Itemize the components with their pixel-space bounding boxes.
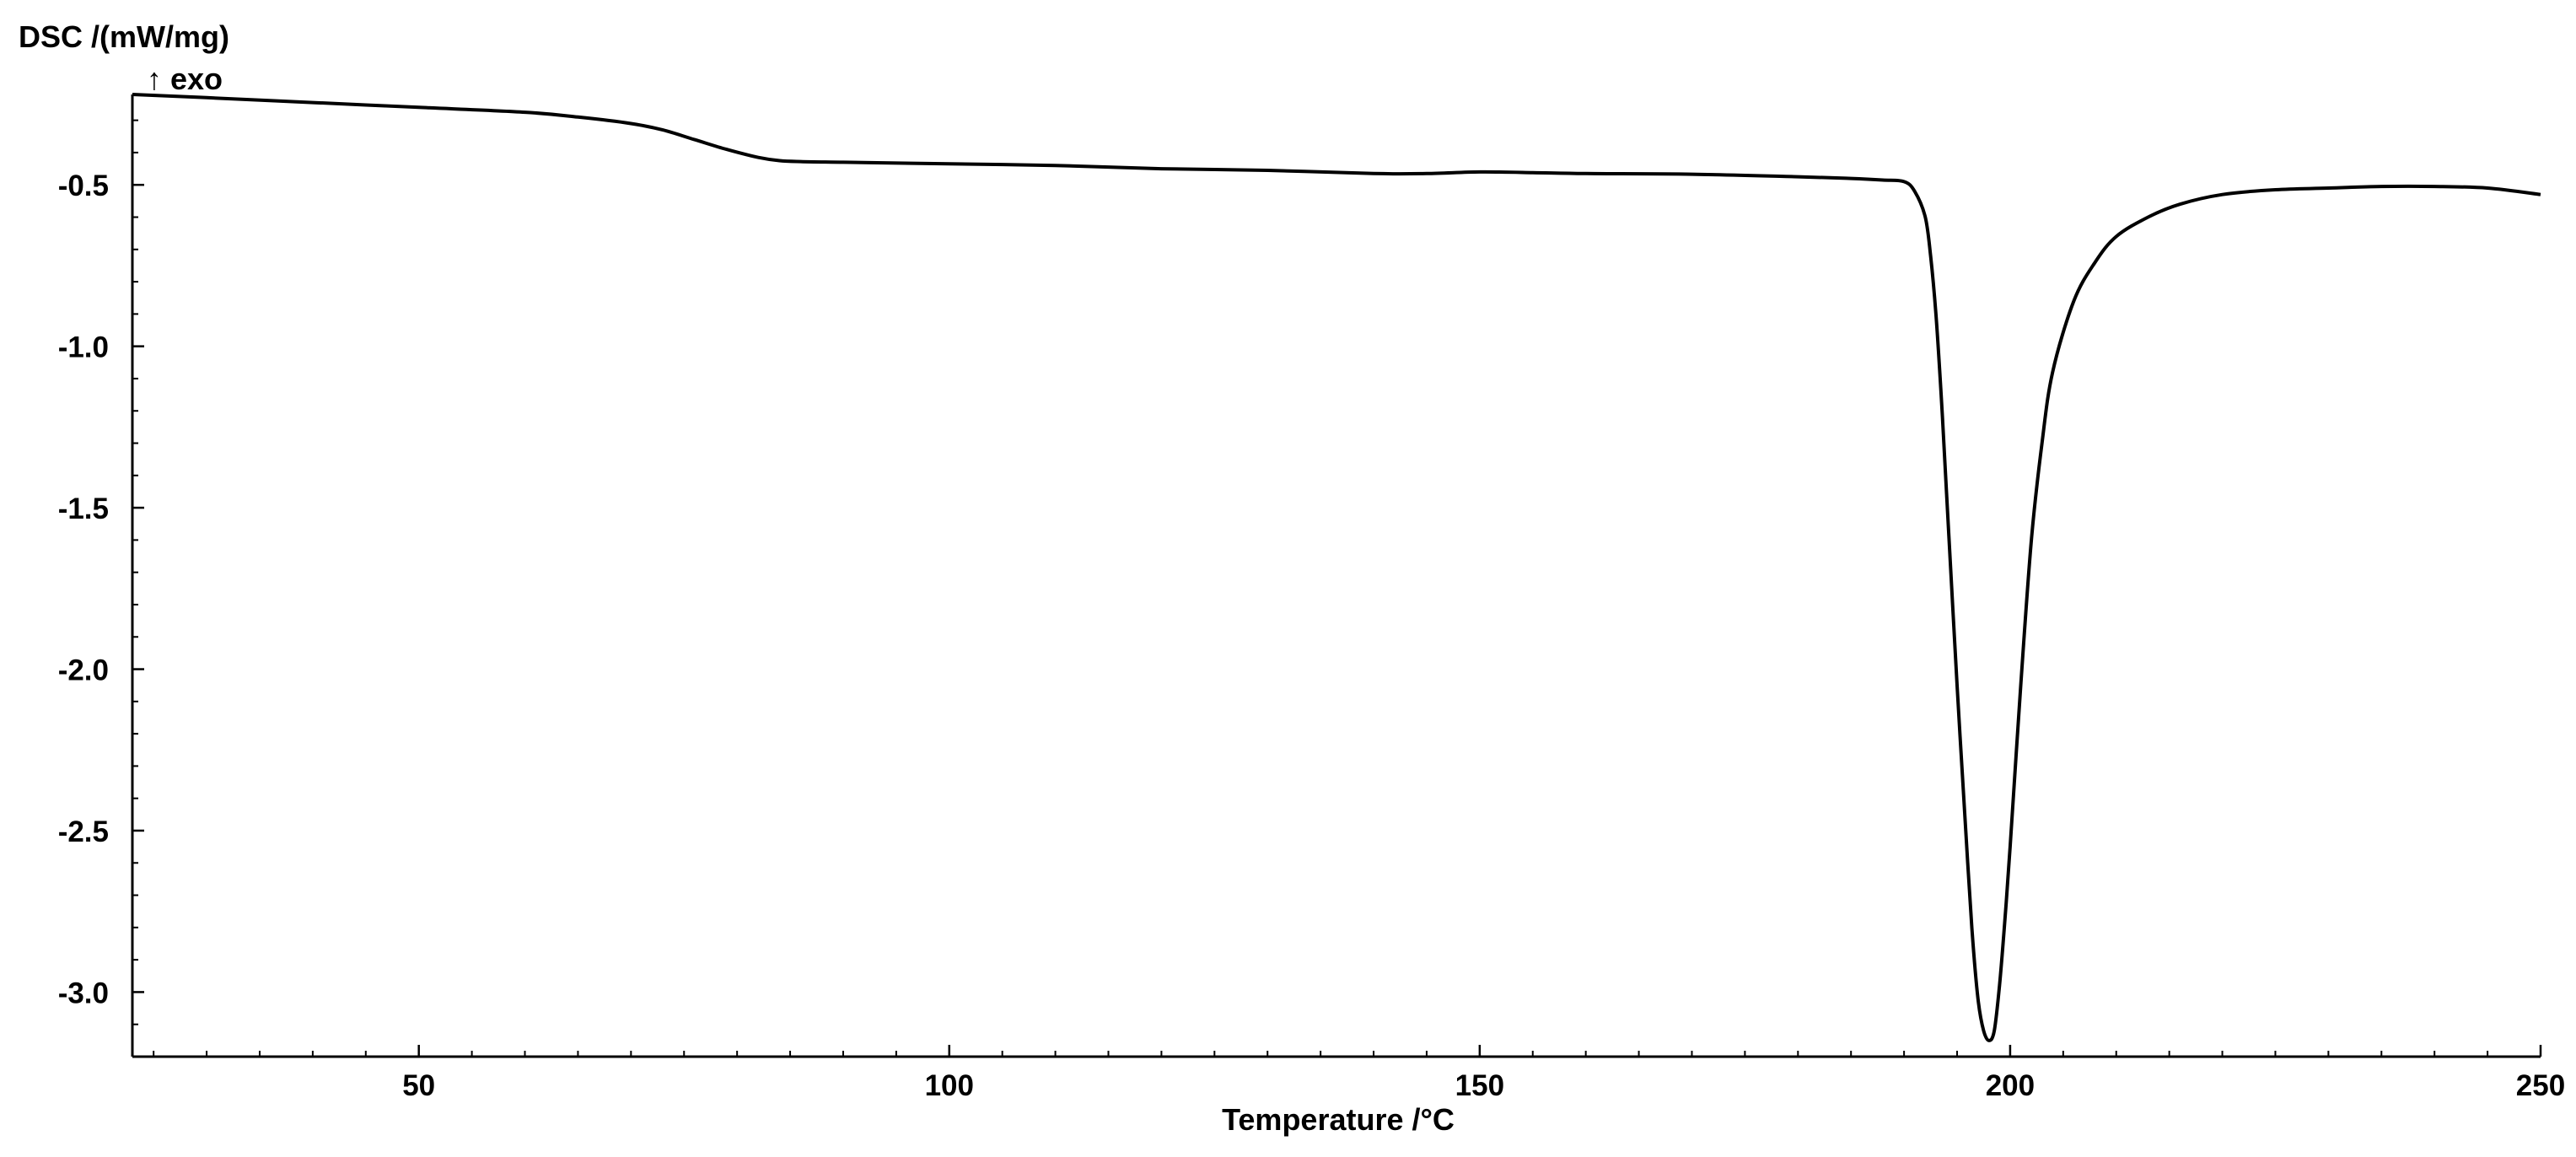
x-tick-label: 100 (925, 1069, 974, 1102)
x-tick-label: 250 (2516, 1069, 2565, 1102)
y-tick-label: -2.0 (58, 654, 109, 687)
x-axis-label: Temperature /°C (1222, 1102, 1455, 1137)
ticks (132, 119, 2542, 1057)
series-layer (132, 93, 2541, 1042)
y-tick-label: -1.0 (58, 331, 109, 364)
x-tick-label: 200 (1986, 1069, 2035, 1102)
dsc-curve (132, 93, 2541, 1042)
tick-labels: 50 100 150 200 250 -0.5 -1.0 -1.5 -2.0 -2.5 -3.0 (58, 170, 2566, 1102)
x-tick-label: 50 (402, 1069, 435, 1102)
y-tick-label: -3.0 (58, 977, 109, 1009)
axes (131, 94, 2541, 1058)
y-tick-label: -2.5 (58, 815, 109, 848)
y-tick-label: -1.5 (58, 492, 109, 525)
y-tick-label: -0.5 (58, 170, 109, 202)
exo-direction-note: ↑ exo (147, 62, 223, 96)
y-axis-label: DSC /(mW/mg) (19, 19, 229, 54)
x-tick-label: 150 (1455, 1069, 1504, 1102)
